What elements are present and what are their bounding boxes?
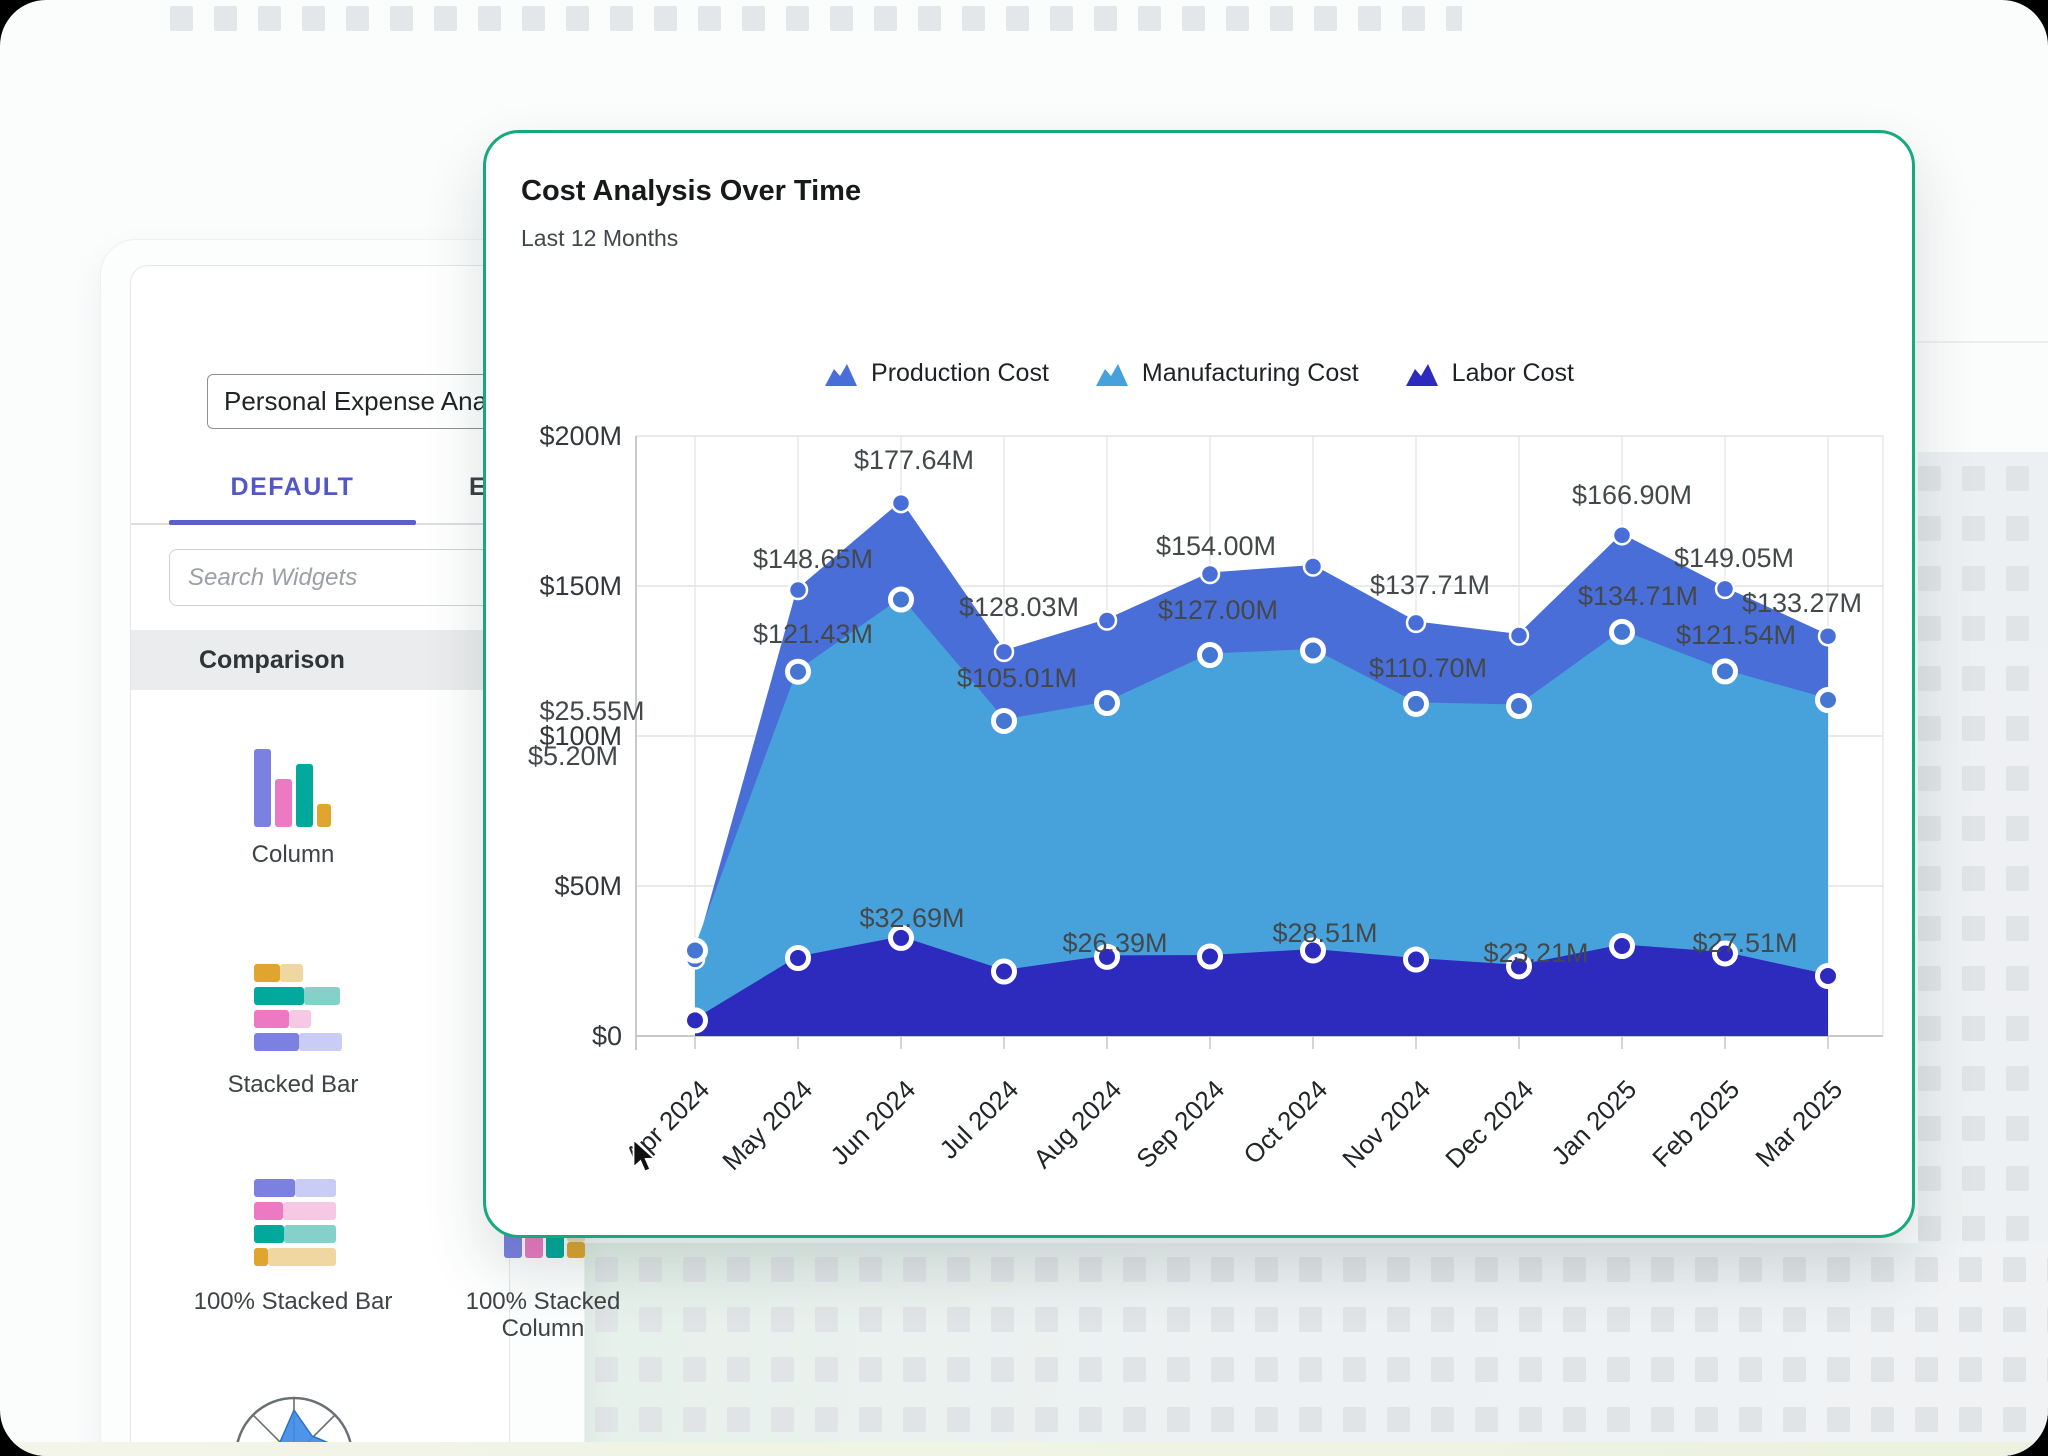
data-label: $105.01M	[957, 663, 1077, 693]
x-axis-tick-label: Aug 2024	[1027, 1074, 1127, 1174]
data-point-marker[interactable]	[1098, 612, 1116, 630]
widget-name-input[interactable]: Personal Expense Ana	[207, 374, 501, 429]
data-point-marker[interactable]	[1819, 627, 1837, 645]
x-axis-tick-label: Jan 2025	[1545, 1074, 1642, 1171]
data-label: $23.21M	[1483, 938, 1588, 968]
dot-pattern-top	[170, 6, 1462, 31]
section-header-comparison[interactable]: Comparison	[131, 630, 509, 690]
data-label: $26.39M	[1062, 928, 1167, 958]
x-axis-tick-label: Nov 2024	[1336, 1074, 1436, 1174]
y-axis-tick-label: $200M	[539, 421, 622, 451]
data-label: $154.00M	[1156, 531, 1276, 561]
backdrop-card-edge	[1916, 341, 2048, 343]
data-point-marker[interactable]	[1201, 565, 1219, 583]
y-axis-tick-label: $0	[592, 1021, 622, 1051]
widget-label: 100% Stacked Bar	[183, 1288, 403, 1315]
x-axis-tick-label: Mar 2025	[1749, 1074, 1848, 1173]
data-point-marker[interactable]	[1612, 936, 1633, 957]
data-point-marker[interactable]	[685, 940, 706, 961]
data-label: $121.54M	[1676, 620, 1796, 650]
data-point-marker[interactable]	[891, 589, 912, 610]
data-point-marker[interactable]	[995, 643, 1013, 661]
x-axis-tick-label: Jul 2024	[934, 1074, 1025, 1165]
data-point-marker[interactable]	[1097, 693, 1118, 714]
widget-label: Column	[183, 841, 403, 868]
data-label: $148.65M	[753, 544, 873, 574]
data-point-marker[interactable]	[1613, 526, 1631, 544]
data-point-marker[interactable]	[1818, 966, 1839, 987]
data-point-marker[interactable]	[1510, 627, 1528, 645]
data-point-marker[interactable]	[788, 948, 809, 969]
data-label: $128.03M	[959, 592, 1079, 622]
y-axis-tick-label: $150M	[539, 571, 622, 601]
data-point-marker[interactable]	[1304, 558, 1322, 576]
active-tab-underline	[169, 520, 416, 525]
data-point-marker[interactable]	[1303, 640, 1324, 661]
data-label: $177.64M	[854, 445, 974, 475]
widget-sidebar-panel: Personal Expense Ana DEFAULT E Search Wi…	[130, 265, 510, 1456]
data-point-marker[interactable]	[1715, 661, 1736, 682]
widget-name-value: Personal Expense Ana	[224, 386, 487, 417]
dot-pattern-bottom	[585, 1243, 2048, 1456]
data-label: $127.00M	[1158, 595, 1278, 625]
search-placeholder: Search Widgets	[188, 564, 357, 592]
data-label: $134.71M	[1578, 581, 1698, 611]
sidebar-tabs: DEFAULT E	[131, 451, 509, 525]
data-label: $32.69M	[859, 903, 964, 933]
data-point-marker[interactable]	[994, 961, 1015, 982]
data-label: $149.05M	[1674, 543, 1794, 573]
widget-label: 100% Stacked Column	[433, 1288, 653, 1342]
data-label: $133.27M	[1742, 588, 1862, 618]
data-point-marker[interactable]	[892, 494, 910, 512]
data-label: $28.51M	[1272, 918, 1377, 948]
screenshot-root: Personal Expense Ana DEFAULT E Search Wi…	[0, 0, 2048, 1456]
data-point-marker[interactable]	[1200, 645, 1221, 666]
chart-card: Cost Analysis Over Time Last 12 Months P…	[483, 130, 1915, 1238]
x-axis-tick-label: Sep 2024	[1130, 1074, 1230, 1174]
data-point-marker[interactable]	[1509, 696, 1530, 717]
x-axis-tick-label: May 2024	[716, 1074, 818, 1176]
search-input[interactable]: Search Widgets	[169, 549, 509, 606]
app-canvas: Personal Expense Ana DEFAULT E Search Wi…	[0, 0, 2048, 1456]
data-label: $166.90M	[1572, 480, 1692, 510]
data-point-marker[interactable]	[1716, 580, 1734, 598]
x-axis-tick-label: Dec 2024	[1439, 1074, 1539, 1174]
data-point-marker[interactable]	[1200, 946, 1221, 967]
x-axis-tick-label: Oct 2024	[1237, 1074, 1333, 1170]
data-point-marker[interactable]	[788, 661, 809, 682]
data-label: $25.55M	[539, 696, 644, 726]
data-label: $121.43M	[753, 619, 873, 649]
data-point-marker[interactable]	[789, 581, 807, 599]
data-point-marker[interactable]	[1818, 690, 1839, 711]
data-label: $27.51M	[1692, 928, 1797, 958]
area-chart[interactable]: $0$50M$100M$150M$200MApr 2024May 2024Jun…	[486, 133, 1912, 1233]
x-axis-tick-label: Feb 2025	[1646, 1074, 1745, 1173]
data-label: $110.70M	[1369, 653, 1487, 683]
data-point-marker[interactable]	[1406, 693, 1427, 714]
data-point-marker[interactable]	[994, 710, 1015, 731]
tab-default[interactable]: DEFAULT	[169, 473, 416, 502]
mouse-cursor-icon	[630, 1138, 664, 1174]
canvas-bottom-edge	[0, 1442, 2048, 1456]
widget-label: Stacked Bar	[183, 1071, 403, 1098]
data-point-marker[interactable]	[1406, 949, 1427, 970]
data-point-marker[interactable]	[1612, 621, 1633, 642]
data-point-marker[interactable]	[685, 1010, 706, 1031]
y-axis-tick-label: $50M	[554, 871, 622, 901]
data-label: $5.20M	[528, 741, 618, 771]
x-axis-tick-label: Jun 2024	[824, 1074, 921, 1171]
data-label: $137.71M	[1370, 570, 1490, 600]
data-point-marker[interactable]	[1407, 614, 1425, 632]
